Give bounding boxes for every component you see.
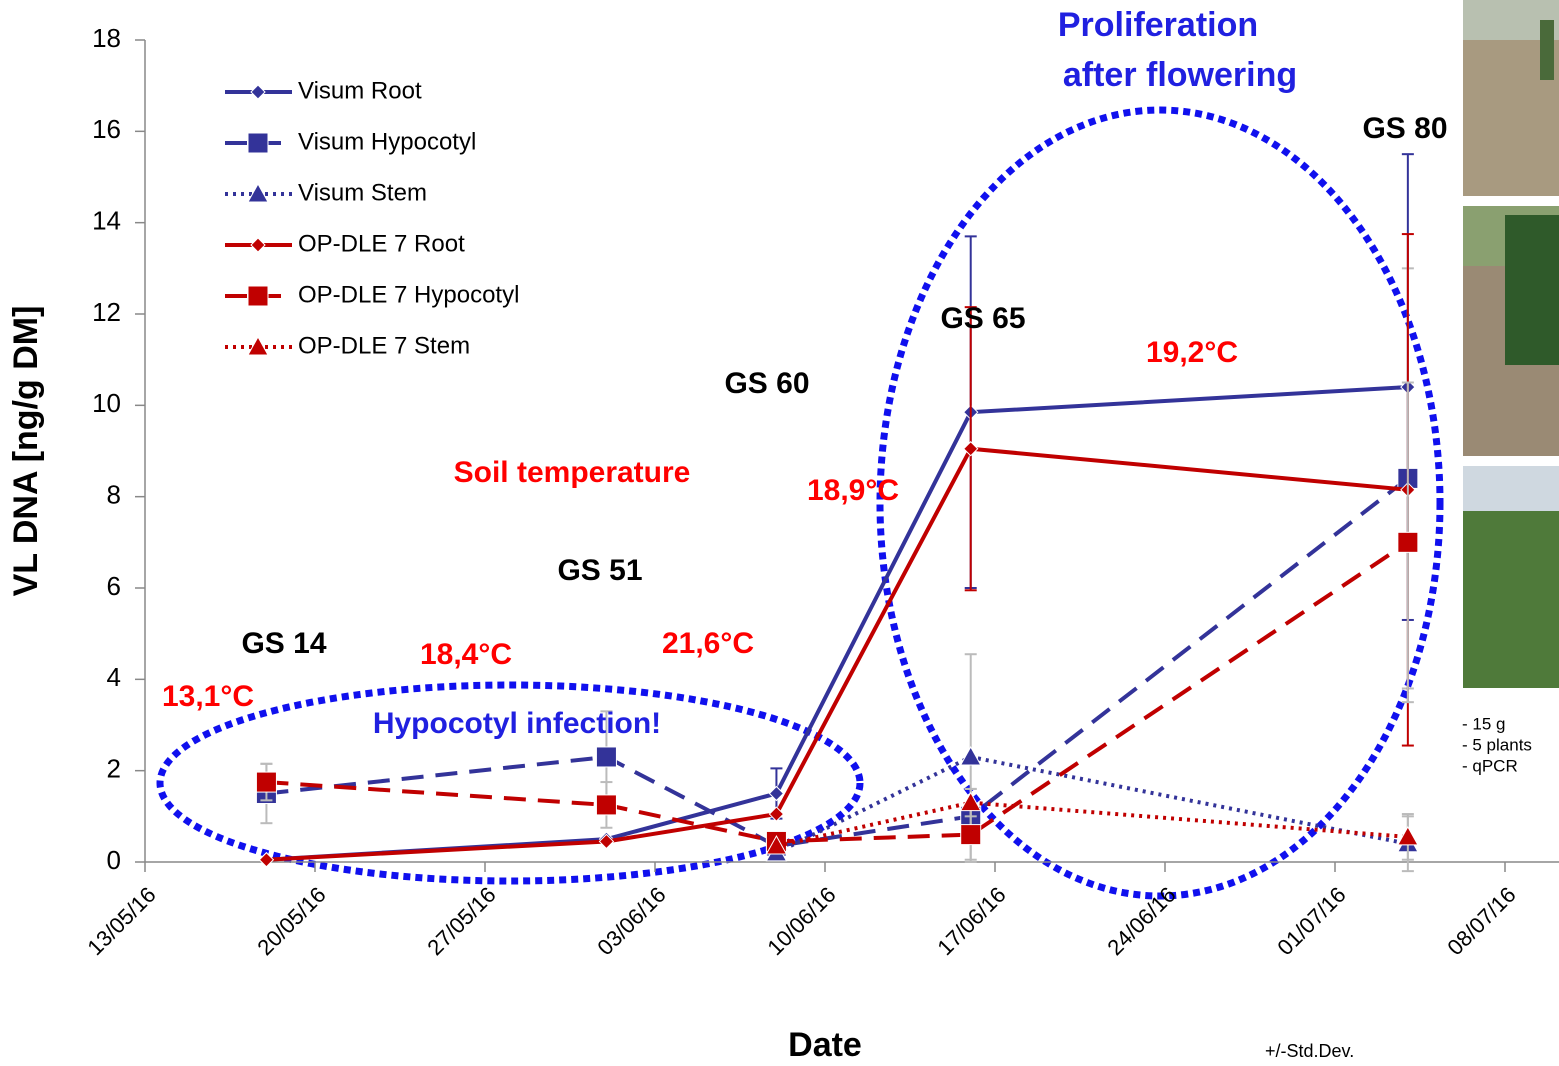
y-tick-label: 18 xyxy=(92,23,121,53)
x-tick-label: 17/06/16 xyxy=(932,882,1010,960)
photos xyxy=(1463,0,1559,688)
annotation: 21,6°C xyxy=(662,627,754,660)
annotation: 18,9°C xyxy=(807,474,899,507)
y-axis-title: VL DNA [ng/g DM] xyxy=(7,306,45,597)
annotation: after flowering xyxy=(1063,56,1297,94)
series-line xyxy=(266,387,1407,860)
y-tick-label: 12 xyxy=(92,297,121,327)
marker xyxy=(596,795,616,815)
legend-marker xyxy=(248,286,268,306)
photo-sky xyxy=(1463,466,1559,511)
legend-label: Visum Hypocotyl xyxy=(298,128,476,155)
y-tick-label: 14 xyxy=(92,206,121,236)
highlight-ellipse xyxy=(880,110,1440,896)
legend-label: OP-DLE 7 Root xyxy=(298,230,465,257)
marker xyxy=(256,772,276,792)
x-tick-label: 01/07/16 xyxy=(1272,882,1350,960)
y-tick-label: 8 xyxy=(107,480,121,510)
x-tick-label: 20/05/16 xyxy=(252,882,330,960)
y-tick-label: 16 xyxy=(92,114,121,144)
marker xyxy=(769,787,783,801)
annotation: Hypocotyl infection! xyxy=(373,707,661,740)
side-note: - 5 plants xyxy=(1462,735,1532,754)
y-tick-label: 6 xyxy=(107,571,121,601)
y-tick-label: 4 xyxy=(107,662,121,692)
legend-marker xyxy=(248,133,268,153)
photo-person xyxy=(1540,20,1554,80)
x-tick-label: 10/06/16 xyxy=(762,882,840,960)
y-tick-label: 2 xyxy=(107,754,121,784)
legend-label: OP-DLE 7 Stem xyxy=(298,332,470,359)
legend-marker xyxy=(251,85,265,99)
legend-label: Visum Stem xyxy=(298,179,427,206)
x-tick-label: 27/05/16 xyxy=(422,882,500,960)
x-axis-title: Date xyxy=(788,1026,862,1064)
series-line xyxy=(266,542,1407,841)
legend-label: OP-DLE 7 Hypocotyl xyxy=(298,281,519,308)
annotation: GS 14 xyxy=(241,627,326,660)
x-tick-label: 03/06/16 xyxy=(592,882,670,960)
photo-tractor xyxy=(1505,215,1559,365)
marker xyxy=(961,747,981,765)
chart: VL DNA [ng/g DM] Date +/-Std.Dev. 0 2 4 6 8 1… xyxy=(0,0,1559,1066)
y-tick-label: 0 xyxy=(107,845,121,875)
legend-marker xyxy=(251,238,265,252)
marker xyxy=(1398,532,1418,552)
footnote: +/-Std.Dev. xyxy=(1265,1041,1354,1061)
marker xyxy=(961,825,981,845)
annotation: GS 80 xyxy=(1362,112,1447,145)
side-note: - qPCR xyxy=(1462,756,1518,775)
series-line xyxy=(776,803,1407,846)
annotation: GS 60 xyxy=(724,367,809,400)
annotation: 13,1°C xyxy=(162,680,254,713)
annotation: 18,4°C xyxy=(420,638,512,671)
x-tick-label: 08/07/16 xyxy=(1442,882,1520,960)
annotation: 19,2°C xyxy=(1146,336,1238,369)
marker xyxy=(596,747,616,767)
legend-label: Visum Root xyxy=(298,77,422,104)
x-tick-label: 13/05/16 xyxy=(82,882,160,960)
series-line xyxy=(776,757,1407,853)
annotation: Proliferation xyxy=(1058,6,1258,44)
marker xyxy=(1398,827,1418,845)
side-note: - 15 g xyxy=(1462,714,1505,733)
y-tick-label: 10 xyxy=(92,388,121,418)
annotation: Soil temperature xyxy=(454,456,691,489)
annotation: GS 65 xyxy=(940,302,1025,335)
marker xyxy=(964,442,978,456)
annotation: GS 51 xyxy=(557,554,642,587)
